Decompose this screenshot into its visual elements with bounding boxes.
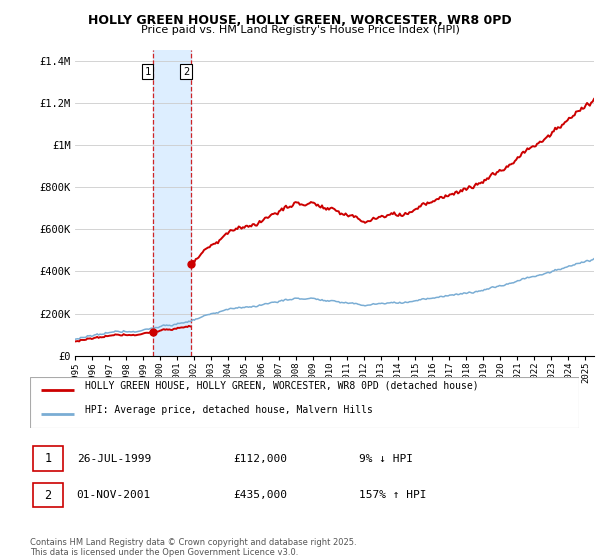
Text: HOLLY GREEN HOUSE, HOLLY GREEN, WORCESTER, WR8 0PD (detached house): HOLLY GREEN HOUSE, HOLLY GREEN, WORCESTE… bbox=[85, 381, 479, 391]
Text: 1: 1 bbox=[145, 67, 151, 77]
Text: 157% ↑ HPI: 157% ↑ HPI bbox=[359, 490, 427, 500]
Text: Price paid vs. HM Land Registry's House Price Index (HPI): Price paid vs. HM Land Registry's House … bbox=[140, 25, 460, 35]
Text: Contains HM Land Registry data © Crown copyright and database right 2025.
This d: Contains HM Land Registry data © Crown c… bbox=[30, 538, 356, 557]
Text: 2: 2 bbox=[44, 488, 52, 502]
Text: 26-JUL-1999: 26-JUL-1999 bbox=[77, 454, 151, 464]
Bar bbox=[33, 446, 63, 471]
Text: 01-NOV-2001: 01-NOV-2001 bbox=[77, 490, 151, 500]
Text: 1: 1 bbox=[44, 452, 52, 465]
Bar bbox=[152, 50, 191, 356]
Text: £435,000: £435,000 bbox=[233, 490, 287, 500]
Text: HPI: Average price, detached house, Malvern Hills: HPI: Average price, detached house, Malv… bbox=[85, 405, 373, 415]
Bar bbox=[33, 483, 63, 507]
Text: 9% ↓ HPI: 9% ↓ HPI bbox=[359, 454, 413, 464]
Text: £112,000: £112,000 bbox=[233, 454, 287, 464]
Text: 2: 2 bbox=[183, 67, 189, 77]
Text: HOLLY GREEN HOUSE, HOLLY GREEN, WORCESTER, WR8 0PD: HOLLY GREEN HOUSE, HOLLY GREEN, WORCESTE… bbox=[88, 14, 512, 27]
